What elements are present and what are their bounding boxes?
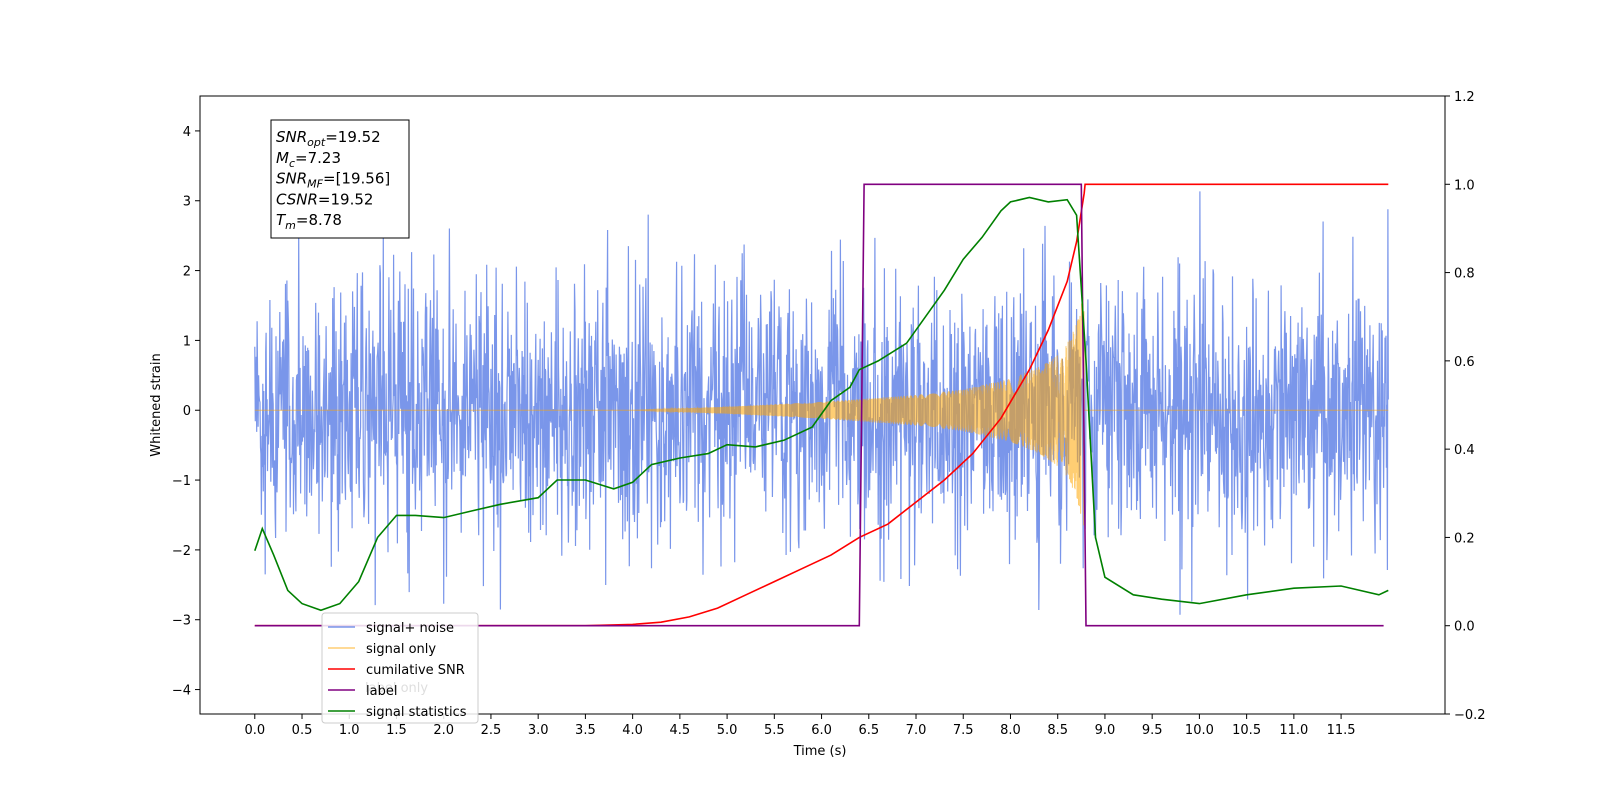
x-tick-label: 6.0 (811, 723, 832, 738)
x-tick-label: 5.0 (717, 723, 738, 738)
y-axis-ticks-right: 1.2 1.0 0.8 0.6 0.4 0.2 0.0 −0.2 (1445, 90, 1486, 723)
legend-entry-label: cumilative SNR (366, 663, 465, 678)
annotation-line: CSNR=19.52 (276, 190, 373, 208)
plot-area (254, 183, 1389, 627)
annotation-box-frame (270, 119, 410, 239)
annotation-line: Tm=8.78 (276, 211, 342, 232)
annotation-box: SNRopt=19.52Mc=7.23SNRMF=[19.56]CSNR=19.… (270, 119, 410, 239)
annotation-line: SNRMF=[19.56] (276, 170, 390, 191)
series-cumilative-snr-line (254, 183, 1389, 627)
x-tick-label: 4.0 (622, 723, 643, 738)
x-tick-label: 1.5 (386, 723, 407, 738)
y-axis-ticks-left: 4 3 2 1 0 −1 −2 −3 −4 (172, 125, 200, 699)
x-tick-label: 0.5 (292, 723, 313, 738)
y-tick-label-left: −1 (172, 474, 191, 489)
x-tick-label: 2.5 (481, 723, 502, 738)
x-tick-label: 9.5 (1142, 723, 1163, 738)
x-tick-label: 3.0 (528, 723, 549, 738)
x-tick-label: 11.0 (1279, 723, 1308, 738)
y-tick-label-right: 0.2 (1454, 531, 1475, 546)
series-signal-only-line (254, 296, 1389, 526)
y-tick-label-left: 1 (183, 334, 191, 349)
legend-entry-label: label (366, 684, 397, 699)
plot-frame (199, 95, 1446, 715)
y-tick-label-left: 2 (183, 265, 191, 280)
y-tick-label-right: 1.0 (1454, 178, 1475, 193)
x-tick-label: 7.0 (906, 723, 927, 738)
x-tick-label: 9.0 (1095, 723, 1116, 738)
x-tick-label: 8.5 (1047, 723, 1068, 738)
y-tick-label-left: −4 (172, 684, 191, 699)
x-tick-label: 10.5 (1232, 723, 1261, 738)
x-tick-label: 1.0 (339, 723, 360, 738)
y-tick-label-left: −2 (172, 544, 191, 559)
x-axis-label: Time (s) (793, 744, 847, 759)
x-tick-label: 5.5 (764, 723, 785, 738)
x-tick-label: 2.0 (433, 723, 454, 738)
legend: label only signal+ noise signal only cumila… (321, 612, 479, 724)
legend-entry-label: signal statistics (366, 705, 467, 720)
x-tick-label: 7.5 (953, 723, 974, 738)
y-tick-label-left: 4 (183, 125, 191, 140)
series-signal-statistics-line (254, 196, 1389, 612)
y-tick-label-right: 0.0 (1454, 620, 1475, 635)
y-axis-label: Whitened strain (149, 353, 164, 456)
x-tick-label: 6.5 (858, 723, 879, 738)
y-tick-label-right: 1.2 (1454, 90, 1475, 105)
x-tick-label: 3.5 (575, 723, 596, 738)
y-tick-label-right: −0.2 (1454, 708, 1486, 723)
annotation-line: SNRopt=19.52 (276, 128, 381, 149)
series-label-line (254, 183, 1384, 627)
y-tick-label-left: −3 (172, 614, 191, 629)
x-tick-label: 10.0 (1185, 723, 1214, 738)
x-tick-label: 11.5 (1327, 723, 1356, 738)
y-tick-label-right: 0.4 (1454, 443, 1475, 458)
y-tick-label-left: 0 (183, 404, 191, 419)
annotation-line: Mc=7.23 (276, 149, 341, 170)
y-tick-label-right: 0.6 (1454, 355, 1475, 370)
y-tick-label-right: 0.8 (1454, 267, 1475, 282)
x-tick-label: 4.5 (670, 723, 691, 738)
legend-entry-label: signal only (366, 642, 436, 657)
y-tick-label-left: 3 (183, 195, 191, 210)
legend-frame (321, 612, 479, 724)
legend-entry-label: signal+ noise (366, 621, 454, 636)
x-axis-ticks: 0.0 0.5 1.0 1.5 2.0 2.5 3.0 3.5 4.0 4.5 5.0 5.5 6.0 6… (244, 714, 1356, 738)
legend-hidden-label: label only (365, 681, 428, 696)
x-tick-label: 0.0 (244, 723, 265, 738)
x-tick-label: 8.0 (1000, 723, 1021, 738)
